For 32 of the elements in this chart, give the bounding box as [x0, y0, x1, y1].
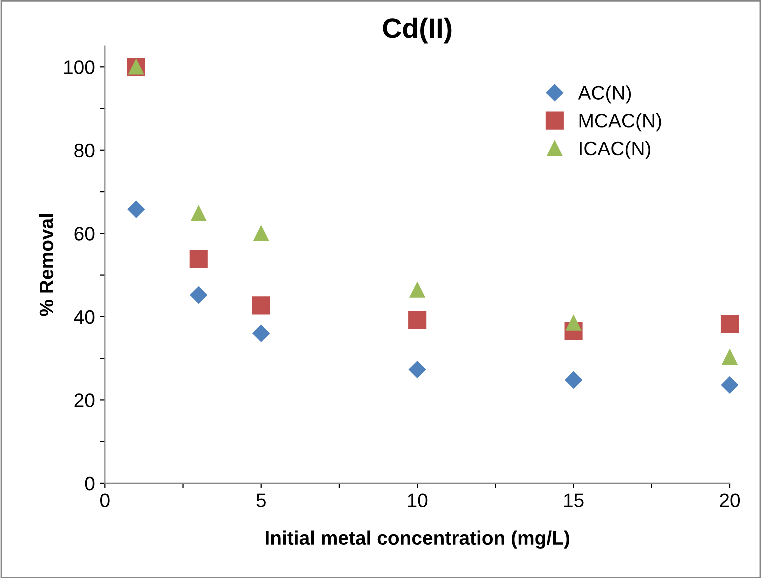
point: [409, 361, 426, 378]
legend-label: AC(N): [578, 86, 632, 104]
legend-label: ICAC(N): [580, 141, 651, 160]
point: [252, 325, 270, 342]
point: [720, 315, 740, 334]
point: [722, 350, 738, 365]
x-tick-label: 20: [720, 494, 740, 508]
x-axis-title: Initial metal concentration (mg/L): [266, 530, 570, 549]
x-tick-label: 15: [564, 494, 584, 508]
point: [254, 226, 270, 242]
y-tick-label: 0: [85, 476, 95, 491]
y-tick-label: 40: [74, 310, 95, 324]
y-tick-label: 20: [74, 394, 95, 408]
y-tick-label: 100: [64, 60, 95, 74]
point: [128, 200, 145, 218]
point: [252, 296, 270, 315]
point: [190, 250, 208, 269]
y-axis-title: % Removal: [39, 214, 54, 316]
point: [721, 376, 739, 394]
x-tick-label: 5: [256, 494, 266, 508]
y-tick-label: 80: [74, 144, 95, 158]
y-tick-label: 60: [74, 227, 95, 241]
point: [190, 286, 208, 304]
point: [410, 282, 426, 298]
x-tick-label: 0: [100, 494, 110, 508]
x-tick-label: 10: [408, 494, 428, 508]
chart-title: Cd(II): [383, 18, 452, 44]
point: [566, 316, 582, 331]
point: [565, 372, 582, 389]
legend-label: MCAC(N): [580, 114, 662, 132]
point: [408, 311, 427, 330]
point: [191, 206, 207, 222]
